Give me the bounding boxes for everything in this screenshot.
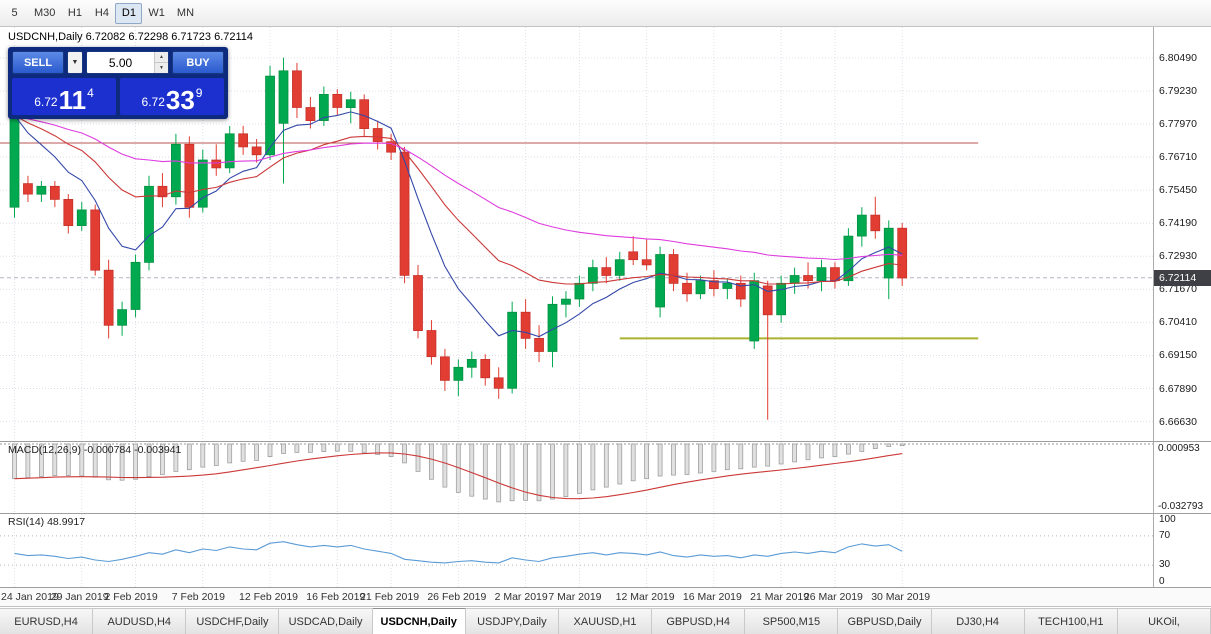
timeframe-button-H4[interactable]: H4 [94,7,109,19]
sell-price-display[interactable]: 6.72 11 4 [12,78,116,115]
volume-value[interactable]: 5.00 [108,55,133,70]
price-axis-label: 6.71670 [1159,283,1197,296]
chart-tab-TECH100-H1[interactable]: TECH100,H1 [1024,608,1118,634]
buy-price-point: 9 [195,86,203,100]
date-axis-label: 2 Mar 2019 [494,591,548,603]
volume-field[interactable]: 5.00 ▲ ▼ [86,51,169,74]
chart-tab-SP500-M15[interactable]: SP500,M15 [745,608,839,634]
macd-label: MACD(12,26,9) -0.000784 -0.003941 [8,444,182,456]
date-axis-label: 7 Feb 2019 [171,591,225,603]
chart-tab-bar: EURUSD,H4 AUDUSD,H4 USDCHF,Daily USDCAD,Dai… [0,607,1211,634]
macd-axis: 0.000953 -0.032793 [1153,442,1211,513]
sell-price-point: 4 [87,86,94,100]
macd-axis-bottom-label: -0.032793 [1158,501,1204,512]
price-axis-label: 6.75450 [1159,184,1197,197]
volume-dropdown-button[interactable]: ▼ [67,51,83,74]
volume-down-icon[interactable]: ▼ [155,63,168,73]
rsi-chart-canvas[interactable] [0,514,1153,587]
one-click-trade-widget: SELL ▼ 5.00 ▲ ▼ BUY 6.72 11 4 [8,47,228,119]
timeframe-button-M30[interactable]: M30 [34,7,56,19]
timeframe-button-H1[interactable]: H1 [67,7,82,19]
main-chart-panel: USDCNH,Daily 6.72082 6.72298 6.71723 6.7… [0,27,1211,442]
sell-price-base: 6.72 [34,95,58,109]
date-axis-label: 7 Mar 2019 [548,591,602,603]
price-axis-label: 6.76710 [1159,151,1197,164]
price-axis-label: 6.74190 [1159,217,1197,230]
buy-price-base: 6.72 [141,95,165,109]
macd-chart-canvas[interactable] [0,442,1153,513]
date-axis-label: 26 Feb 2019 [427,591,487,603]
rsi-axis-label: 30 [1159,559,1171,571]
price-axis-label: 6.69150 [1159,349,1197,362]
buy-price-pips: 33 [165,85,195,115]
chart-tab-UKOil[interactable]: UKOil, [1117,608,1211,634]
rsi-axis-label: 100 [1159,514,1176,525]
rsi-indicator-panel: RSI(14) 48.9917 100 70 30 0 [0,514,1211,588]
candles-group [9,57,908,420]
rsi-axis: 100 70 30 0 [1153,514,1211,587]
price-axis-label: 6.66630 [1159,415,1197,428]
current-price-badge: 6.72114 [1154,269,1211,286]
date-axis-label: 30 Mar 2019 [871,591,931,603]
rsi-axis-label: 0 [1159,576,1165,587]
price-axis-label: 6.79230 [1159,85,1197,97]
chart-tab-USDCAD-Daily[interactable]: USDCAD,Daily [279,608,373,634]
date-axis-label: 2 Feb 2019 [104,591,158,603]
date-axis[interactable]: 24 Jan 2019 29 Jan 2019 2 Feb 2019 7 Feb 20… [0,588,1211,607]
timeframe-button-MN[interactable]: MN [176,7,195,19]
chart-tab-DJ30-H4[interactable]: DJ30,H4 [931,608,1025,634]
timeframe-button-5[interactable]: 5 [11,7,18,19]
date-axis-label: 16 Mar 2019 [682,591,742,603]
date-axis-label: 24 Jan 2019 [1,591,59,603]
buy-button[interactable]: BUY [172,51,224,74]
sell-button[interactable]: SELL [12,51,64,74]
chart-tab-USDCNH-Daily[interactable]: USDCNH,Daily [372,608,466,634]
date-axis-label: 16 Feb 2019 [306,591,366,603]
date-axis-label: 21 Feb 2019 [360,591,420,603]
date-axis-label: 21 Mar 2019 [750,591,810,603]
chart-tab-AUDUSD-H4[interactable]: AUDUSD,H4 [93,608,187,634]
price-axis-label: 6.67890 [1159,382,1197,395]
date-axis-label: 26 Mar 2019 [803,591,863,603]
volume-spinner: ▲ ▼ [154,52,168,73]
date-axis-label: 29 Jan 2019 [50,591,109,603]
chart-tab-GBPUSD-H4[interactable]: GBPUSD,H4 [652,608,746,634]
timeframe-toolbar: 5 M30 H1 H4 D1 W1 MN [0,0,1211,27]
rsi-label: RSI(14) 48.9917 [8,516,86,528]
price-axis[interactable]: 6.72114 6.80490 6.79230 6.77970 6.76710 6.75… [1153,27,1211,441]
chart-ohlc-label: USDCNH,Daily 6.72082 6.72298 6.71723 6.7… [8,31,254,43]
price-axis-label: 6.80490 [1159,51,1197,64]
date-axis-label: 12 Mar 2019 [615,591,675,603]
macd-axis-top-label: 0.000953 [1158,443,1200,454]
chart-tab-GBPUSD-Daily[interactable]: GBPUSD,Daily [838,608,932,634]
rsi-axis-label: 70 [1159,529,1171,541]
candlestick-chart-canvas[interactable] [0,27,1153,441]
chevron-down-icon: ▼ [71,59,79,66]
price-axis-label: 6.70410 [1159,316,1197,329]
price-axis-label: 6.72930 [1159,250,1197,263]
timeframe-button-W1[interactable]: W1 [148,7,165,19]
chart-tab-USDJPY-Daily[interactable]: USDJPY,Daily [465,608,559,634]
chart-tab-XAUUSD-H1[interactable]: XAUUSD,H1 [558,608,653,634]
timeframe-button-D1[interactable]: D1 [115,2,143,24]
macd-indicator-panel: MACD(12,26,9) -0.000784 -0.003941 0.0009… [0,442,1211,514]
chart-tab-USDCHF-Daily[interactable]: USDCHF,Daily [186,608,280,634]
chart-tab-EURUSD-H4[interactable]: EURUSD,H4 [0,608,94,634]
sell-price-pips: 11 [58,85,87,115]
date-axis-label: 12 Feb 2019 [239,591,299,603]
price-axis-label: 6.77970 [1159,118,1197,131]
volume-up-icon[interactable]: ▲ [155,52,168,63]
buy-price-display[interactable]: 6.72 33 9 [120,78,224,115]
